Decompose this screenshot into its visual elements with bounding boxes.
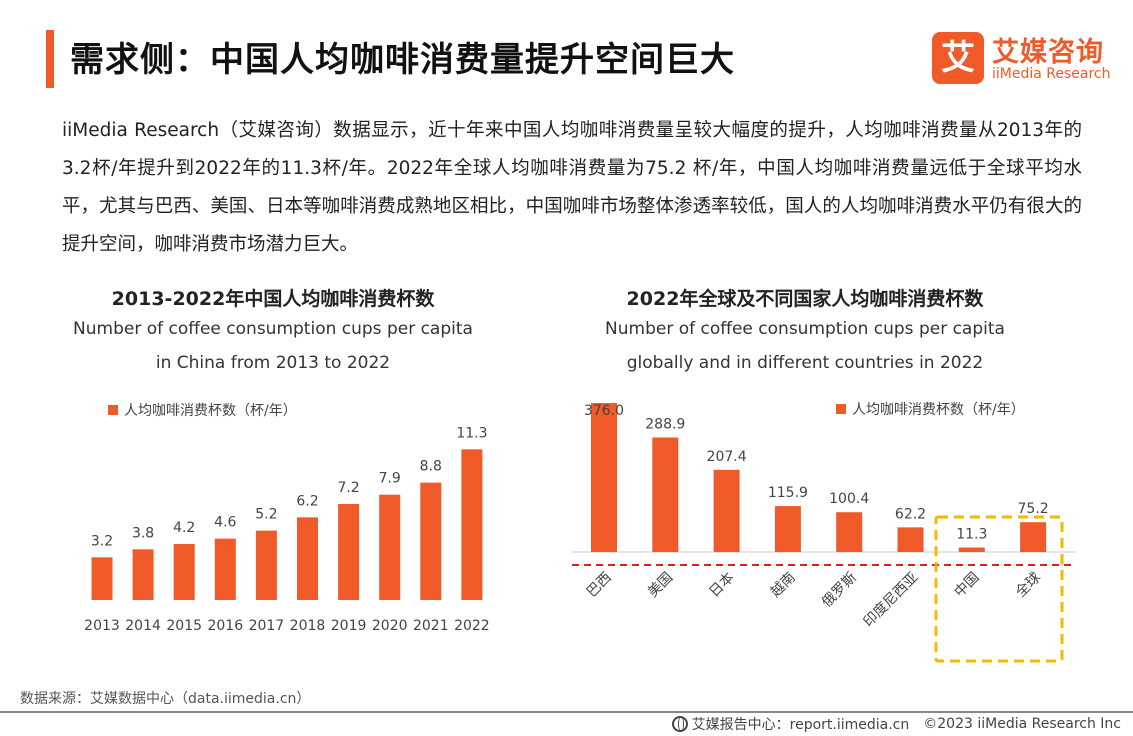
chart2-bar-越南 <box>774 506 801 552</box>
brand-logo: 艾 艾媒咨询 iiMedia Research <box>932 30 1112 86</box>
chart2-subtitle-line1: Number of coffee consumption cups per ca… <box>605 319 1005 339</box>
chart2-value-label-美国: 288.9 <box>645 417 685 433</box>
chart1-value-label-2017: 5.2 <box>255 507 277 523</box>
chart1-bar-2017 <box>255 530 277 600</box>
chart1-legend-label: 人均咖啡消费杯数（杯/年） <box>124 403 297 419</box>
title-accent-bar <box>46 30 54 88</box>
chart2-value-label-巴西: 376.0 <box>584 403 624 419</box>
chart1-bar-2019 <box>338 504 360 600</box>
globe-icon <box>671 716 688 732</box>
chart1-tick-2013: 2013 <box>84 618 120 634</box>
chart2-highlight-box <box>934 515 1064 663</box>
chart1-bar-2015 <box>173 544 195 600</box>
chart1-tick-2020: 2020 <box>372 618 408 634</box>
chart2-tick-美国: 美国 <box>645 570 676 601</box>
chart1-subtitle-line2: in China from 2013 to 2022 <box>155 353 391 373</box>
chart2-tick-日本: 日本 <box>706 570 737 601</box>
chart2-bar-巴西 <box>591 403 617 552</box>
footer-report-center: 艾媒报告中心：report.iimedia.cn <box>691 717 910 733</box>
chart2-tick-越南: 越南 <box>768 570 799 601</box>
chart2-tick-巴西: 巴西 <box>584 570 615 601</box>
chart2-legend: 人均咖啡消费杯数（杯/年） <box>836 399 1025 419</box>
chart1-bar-2020 <box>379 494 401 600</box>
chart1-value-label-2019: 7.2 <box>337 480 359 496</box>
intro-paragraph: iiMedia Research（艾媒咨询）数据显示，近十年来中国人均咖啡消费量… <box>62 120 1082 255</box>
chart1-value-label-2015: 4.2 <box>173 520 195 536</box>
chart1-value-label-2021: 8.8 <box>420 459 442 475</box>
chart1-subtitle-line1: Number of coffee consumption cups per ca… <box>73 319 473 339</box>
chart2-value-label-日本: 207.4 <box>707 449 747 465</box>
chart2-tick-全球: 全球 <box>1012 569 1044 601</box>
chart2-tick-俄罗斯: 俄罗斯 <box>819 570 860 611</box>
data-source: 数据来源：艾媒数据中心（data.iimedia.cn） <box>20 691 311 707</box>
chart2-value-label-越南: 115.9 <box>768 485 808 501</box>
logo-text-cn: 艾媒咨询 <box>992 37 1104 68</box>
chart1-bar-2022 <box>461 449 483 600</box>
chart2-legend-label: 人均咖啡消费杯数（杯/年） <box>852 402 1025 418</box>
chart2-title: 2022年全球及不同国家人均咖啡消费杯数 <box>626 288 984 310</box>
logo-mark: 艾 <box>932 32 984 84</box>
chart1-bar-2013 <box>91 557 113 600</box>
legend-swatch <box>108 405 118 415</box>
footer-divider <box>0 711 1133 713</box>
chart2-bar-日本 <box>713 469 740 552</box>
chart1-bar-2018 <box>297 517 318 600</box>
footer-copyright: ©2023 iiMedia Research Inc <box>923 716 1121 732</box>
legend-swatch <box>836 404 846 414</box>
chart2-value-label-全球: 75.2 <box>1018 501 1049 517</box>
chart1-tick-2015: 2015 <box>166 618 202 634</box>
chart1-legend: 人均咖啡消费杯数（杯/年） <box>108 400 297 420</box>
chart1-value-label-2018: 6.2 <box>296 493 318 509</box>
chart1-value-label-2020: 7.9 <box>379 471 401 487</box>
chart1-tick-2016: 2016 <box>207 618 243 634</box>
chart1-tick-2022: 2022 <box>454 618 490 634</box>
chart1-bar-2021 <box>420 482 442 600</box>
chart1-title: 2013-2022年中国人均咖啡消费杯数 <box>111 288 435 310</box>
chart1-tick-2019: 2019 <box>331 618 367 634</box>
chart1-bar-2014 <box>132 549 154 600</box>
chart2-bar-俄罗斯 <box>836 512 863 552</box>
chart1-value-label-2014: 3.8 <box>132 525 154 541</box>
chart1-tick-2014: 2014 <box>125 618 161 634</box>
chart2-bar-中国 <box>958 547 985 552</box>
chart1-value-label-2016: 4.6 <box>214 515 236 531</box>
chart2-bar-全球 <box>1020 522 1047 552</box>
footer: 艾媒报告中心：report.iimedia.cn ©2023 iiMedia R… <box>671 714 1121 734</box>
chart2-value-label-中国: 11.3 <box>956 527 987 543</box>
chart1-tick-2021: 2021 <box>413 618 449 634</box>
chart2-tick-中国: 中国 <box>952 570 983 601</box>
chart2-value-label-俄罗斯: 100.4 <box>829 491 869 507</box>
chart2-bar-美国 <box>652 437 679 552</box>
chart2-subtitle-line2: globally and in different countries in 2… <box>626 353 984 373</box>
chart1-tick-2018: 2018 <box>290 618 326 634</box>
logo-text-en: iiMedia Research <box>992 66 1111 82</box>
chart1-tick-2017: 2017 <box>249 618 285 634</box>
chart1-value-label-2013: 3.2 <box>91 533 113 549</box>
chart2-tick-印度尼西亚: 印度尼西亚 <box>861 570 922 631</box>
chart2-bar-印度尼西亚 <box>897 527 924 552</box>
page-title: 需求侧：中国人均咖啡消费量提升空间巨大 <box>70 40 735 80</box>
chart1-value-label-2022: 11.3 <box>456 425 487 441</box>
chart1-bar-2016 <box>214 538 236 600</box>
chart2-value-label-印度尼西亚: 62.2 <box>895 506 926 522</box>
